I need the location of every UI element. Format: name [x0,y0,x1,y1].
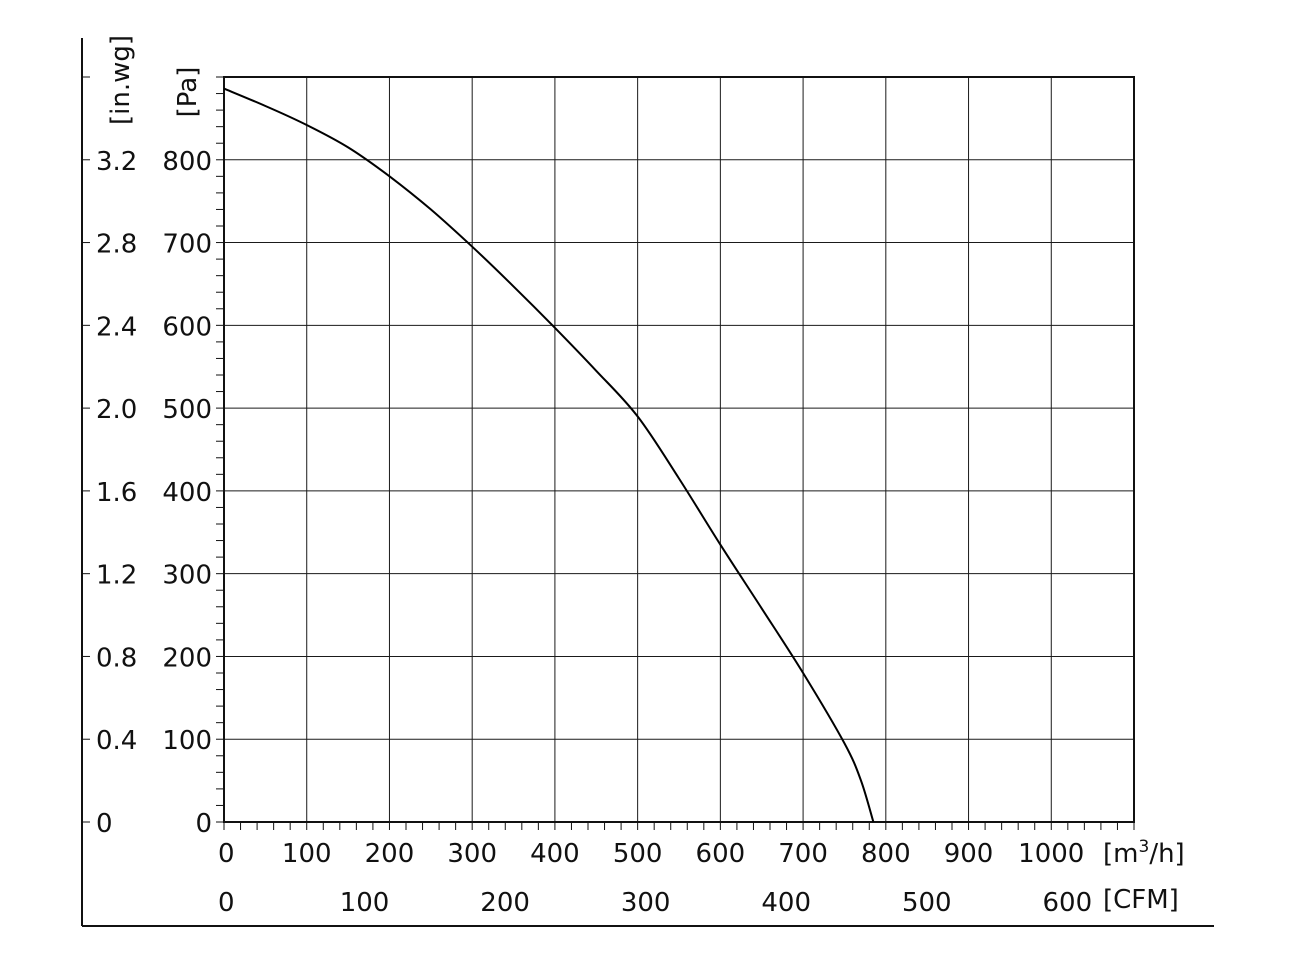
x-tick-label-cfm: 400 [761,888,811,918]
grid [223,76,1135,823]
y-tick-label-inwg: 0.4 [96,726,137,756]
y-tick-label-inwg: 2.0 [96,395,137,425]
x-tick-label-cfm: 0 [218,888,235,918]
minor-ticks [82,76,1135,830]
axes [81,38,1214,927]
plot-frame [223,76,1135,823]
y-tick-label-inwg: 2.8 [96,230,137,260]
x-tick-label-m3h: 200 [365,839,415,869]
x-tick-label-m3h: 400 [530,839,580,869]
x-axis-unit-m3h: [m3/h] [1103,837,1185,869]
y-tick-label-pa: 100 [162,726,212,756]
y-tick-label-pa: 0 [195,809,212,839]
y-tick-label-pa: 300 [162,561,212,591]
x-tick-label-cfm: 500 [902,888,952,918]
x-tick-label-m3h: 900 [944,839,994,869]
x-axis-unit-cfm: [CFM] [1103,885,1179,915]
y-tick-label-pa: 400 [162,478,212,508]
x-tick-label-m3h: 800 [861,839,911,869]
x-unit-suffix: /h] [1149,839,1184,869]
x-tick-label-cfm: 300 [621,888,671,918]
y-tick-label-inwg: 3.2 [96,147,137,177]
x-tick-label-m3h: 300 [447,839,497,869]
x-tick-label-cfm: 600 [1043,888,1093,918]
x-tick-label-m3h: 600 [696,839,746,869]
y-tick-label-pa: 700 [162,230,212,260]
y-tick-label-inwg: 0 [96,809,113,839]
x-tick-label-cfm: 100 [340,888,390,918]
x-unit-prefix: [m [1103,839,1138,869]
x-tick-label-m3h: 700 [778,839,828,869]
x-tick-label-m3h: 500 [613,839,663,869]
pressure-curve [223,87,875,823]
curve-layer [223,87,875,823]
x-tick-label-m3h: 1000 [1018,839,1084,869]
y-tick-label-inwg: 1.2 [96,561,137,591]
y-tick-label-pa: 200 [162,643,212,673]
y-axis-unit-inwg: [in.wg] [106,35,136,125]
y-tick-label-pa: 800 [162,147,212,177]
y-axis-unit-pa: [Pa] [173,67,203,118]
x-unit-sup: 3 [1138,837,1149,857]
y-tick-label-inwg: 0.8 [96,643,137,673]
tick-labels: 0 100 200 300 400 500 600 700 800 0 0.4 0.8 1.2 1.6 2.… [96,147,1092,918]
y-tick-label-pa: 600 [162,312,212,342]
y-tick-label-inwg: 1.6 [96,478,137,508]
x-tick-label-cfm: 200 [480,888,530,918]
y-tick-label-inwg: 2.4 [96,312,137,342]
y-tick-label-pa: 500 [162,395,212,425]
x-tick-label-m3h: 0 [218,839,235,869]
x-tick-label-m3h: 100 [282,839,332,869]
